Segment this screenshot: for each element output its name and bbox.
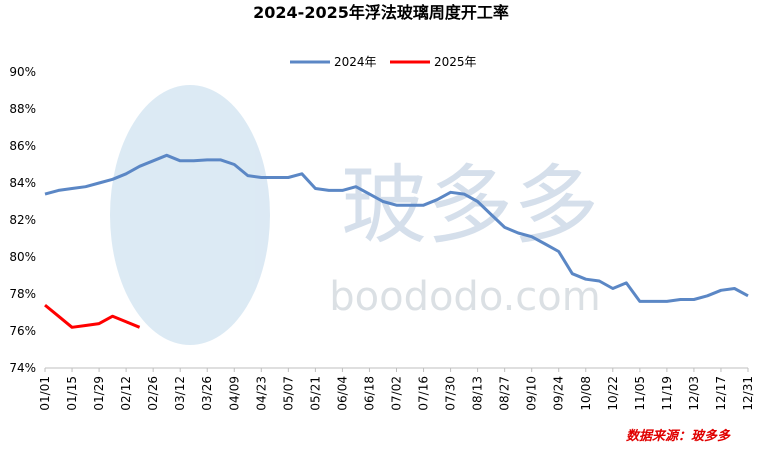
- x-tick-label: 03/12: [173, 376, 187, 411]
- y-tick-label: 90%: [9, 65, 36, 79]
- y-tick-label: 78%: [9, 287, 36, 301]
- series-line: [44, 303, 141, 329]
- y-tick-label: 86%: [9, 139, 36, 153]
- x-tick-label: 06/18: [362, 376, 376, 411]
- x-tick-label: 07/16: [417, 376, 431, 411]
- x-tick-label: 05/07: [281, 376, 295, 411]
- x-tick-label: 10/08: [579, 376, 593, 411]
- x-tick-label: 01/15: [65, 376, 79, 411]
- x-tick-label: 08/27: [498, 376, 512, 411]
- y-tick-label: 88%: [9, 102, 36, 116]
- x-tick-label: 12/03: [687, 376, 701, 411]
- x-tick-label: 02/12: [119, 376, 133, 411]
- x-tick-label: 04/09: [227, 376, 241, 411]
- watermark-logo: [110, 85, 270, 345]
- watermark-url: boododo.com: [329, 274, 601, 320]
- x-tick-label: 05/21: [308, 376, 322, 411]
- x-tick-label: 01/01: [38, 376, 52, 411]
- x-tick-label: 11/05: [633, 376, 647, 411]
- legend-label: 2025年: [434, 55, 477, 69]
- x-tick-label: 09/24: [552, 376, 566, 411]
- chart-title: 2024-2025年浮法玻璃周度开工率: [253, 3, 509, 22]
- source-note: 数据来源：玻多多: [626, 428, 731, 444]
- series-line: [44, 153, 749, 303]
- watermark-group: 玻多多 boododo.com: [110, 85, 601, 345]
- x-tick-label: 12/31: [741, 376, 755, 411]
- x-tick-label: 06/04: [335, 376, 349, 411]
- x-tick-label: 10/22: [606, 376, 620, 411]
- legend-label: 2024年: [334, 55, 377, 69]
- x-tick-label: 12/17: [714, 376, 728, 411]
- x-tick-label: 01/29: [92, 376, 106, 411]
- x-tick-label: 08/13: [471, 376, 485, 411]
- y-tick-label: 74%: [9, 361, 36, 375]
- x-tick-label: 07/02: [390, 376, 404, 411]
- y-tick-label: 82%: [9, 213, 36, 227]
- x-tick-label: 02/26: [146, 376, 160, 411]
- x-tick-label: 09/10: [525, 376, 539, 411]
- x-tick-label: 04/23: [254, 376, 268, 411]
- y-tick-label: 80%: [9, 250, 36, 264]
- x-tick-label: 03/26: [200, 376, 214, 411]
- y-tick-label: 84%: [9, 176, 36, 190]
- x-tick-label: 07/30: [444, 376, 458, 411]
- watermark-text: 玻多多: [341, 156, 599, 256]
- y-tick-label: 76%: [9, 324, 36, 338]
- x-tick-label: 11/19: [660, 376, 674, 411]
